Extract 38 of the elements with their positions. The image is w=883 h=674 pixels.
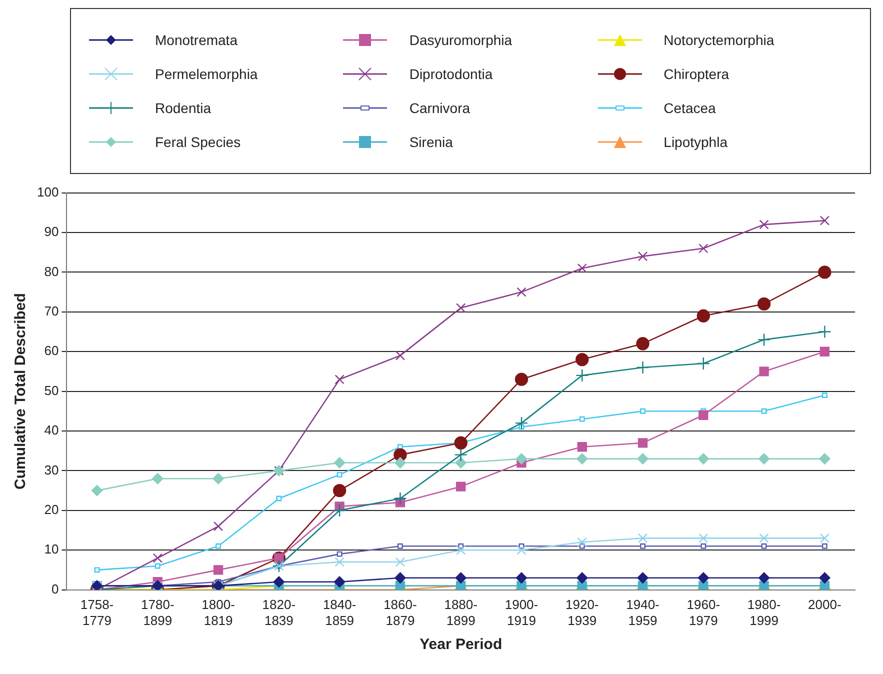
legend-label: Feral Species [155, 134, 241, 150]
y-tick-label: 60 [44, 343, 59, 358]
x-tick-label: 1960-1979 [686, 597, 720, 628]
legend-label: Cetacea [664, 100, 716, 116]
x-tick-label: 1940-1959 [626, 597, 660, 628]
x-tick-label: 2000- [808, 597, 842, 612]
y-tick-label: 70 [44, 303, 59, 318]
legend-label: Monotremata [155, 32, 238, 48]
legend-label: Notoryctemorphia [664, 32, 774, 48]
legend-label: Dasyuromorphia [409, 32, 512, 48]
x-tick-label: 1920-1939 [566, 597, 599, 628]
legend-label: Carnivora [409, 100, 470, 116]
y-tick-label: 50 [44, 382, 59, 398]
legend-label: Sirenia [409, 134, 453, 150]
x-tick-label: 1820-1839 [262, 597, 296, 628]
y-tick-label: 30 [44, 462, 59, 478]
y-axis-title: Cumulative Total Described [12, 293, 30, 490]
y-tick-label: 10 [44, 542, 59, 557]
x-axis-title: Year Period [420, 636, 502, 654]
x-tick-label: 1800-1819 [202, 597, 235, 628]
y-tick-label: 100 [36, 184, 59, 200]
x-tick-label: 1980-1999 [747, 597, 781, 628]
legend-label: Lipotyphla [664, 134, 728, 150]
y-tick-label: 40 [44, 422, 59, 438]
x-tick-label: 1860-1879 [384, 597, 417, 628]
legend-label: Permelemorphia [155, 66, 258, 82]
x-tick-label: 1780-1899 [141, 597, 174, 628]
y-tick-label: 0 [51, 581, 59, 596]
y-tick-label: 90 [44, 224, 59, 240]
x-tick-label: 1840-1859 [322, 597, 356, 628]
legend-label: Chiroptera [664, 66, 730, 82]
y-tick-label: 20 [44, 502, 59, 517]
y-tick-label: 80 [44, 264, 59, 279]
x-tick-label: 1880-1899 [444, 597, 478, 628]
x-tick-label: 1758-1779 [80, 597, 114, 628]
legend-label: Diprotodontia [409, 66, 493, 82]
legend-label: Rodentia [155, 100, 212, 116]
x-tick-label: 1900-1919 [504, 597, 538, 628]
